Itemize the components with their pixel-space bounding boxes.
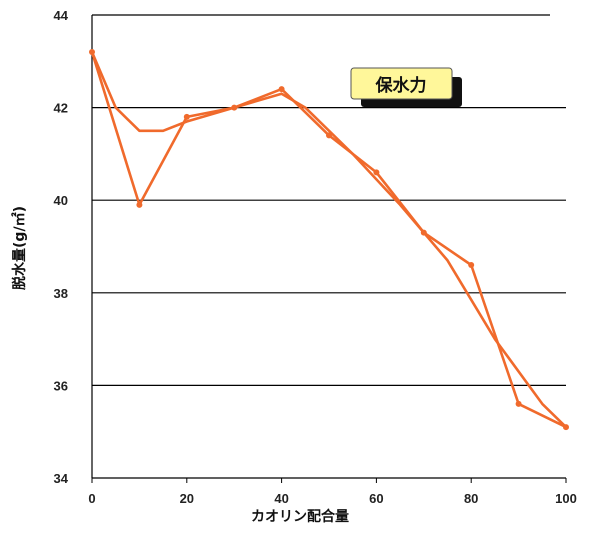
data-point-70 bbox=[420, 229, 427, 236]
x-tick-label-40: 40 bbox=[274, 491, 288, 506]
data-point-90 bbox=[515, 400, 522, 407]
annotation-box-fill bbox=[350, 67, 453, 100]
x-tick-label-80: 80 bbox=[464, 491, 478, 506]
x-tick-label-100: 100 bbox=[555, 491, 577, 506]
x-tick-label-20: 20 bbox=[180, 491, 194, 506]
data-point-60 bbox=[373, 169, 380, 176]
data-point-80 bbox=[468, 262, 475, 269]
data-point-40 bbox=[278, 86, 285, 93]
annotation-box: 保水力 bbox=[350, 67, 462, 107]
x-tick-label-60: 60 bbox=[369, 491, 383, 506]
series-line-2 bbox=[90, 50, 568, 429]
y-axis-title: 脱水量(g/㎡) bbox=[11, 206, 28, 290]
data-point-50 bbox=[326, 132, 332, 139]
y-tick-label-34: 34 bbox=[54, 471, 69, 486]
y-tick-label-40: 40 bbox=[54, 193, 68, 208]
x-axis-title: カオリン配合量 bbox=[251, 508, 349, 525]
y-tick-label-36: 36 bbox=[54, 378, 68, 393]
y-tick-label-42: 42 bbox=[54, 101, 68, 116]
x-tick-labels: 0 20 40 60 80 100 bbox=[88, 491, 576, 506]
grid-lines bbox=[92, 14, 566, 386]
data-point-20 bbox=[183, 113, 190, 120]
x-tick-label-0: 0 bbox=[88, 491, 95, 506]
data-series bbox=[89, 49, 569, 431]
y-tick-label-44: 44 bbox=[54, 8, 69, 23]
annotation-text: 保水力 bbox=[375, 75, 427, 96]
data-point-30 bbox=[231, 104, 238, 111]
data-point-10 bbox=[136, 201, 143, 208]
series-line-1 bbox=[90, 50, 568, 429]
y-tick-label-38: 38 bbox=[54, 286, 68, 301]
y-tick-labels: 34 36 38 40 42 44 bbox=[54, 8, 69, 486]
data-point-0 bbox=[89, 49, 95, 56]
data-point-100 bbox=[563, 424, 569, 431]
axes bbox=[91, 15, 567, 483]
